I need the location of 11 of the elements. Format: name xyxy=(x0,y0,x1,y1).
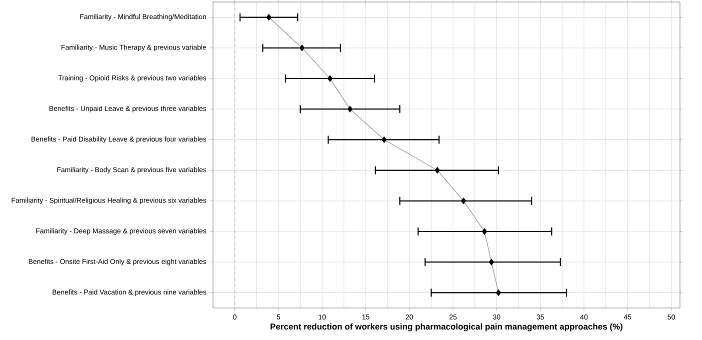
point xyxy=(327,75,333,82)
point xyxy=(434,166,440,174)
point xyxy=(488,258,494,266)
point xyxy=(496,289,502,296)
point xyxy=(347,106,353,112)
point xyxy=(299,44,305,52)
point xyxy=(482,228,488,235)
x-axis-title: Percent reduction of workers using pharmacological pain management approaches (%) xyxy=(270,323,622,332)
point xyxy=(381,136,387,144)
point xyxy=(266,14,272,21)
point xyxy=(460,197,466,204)
